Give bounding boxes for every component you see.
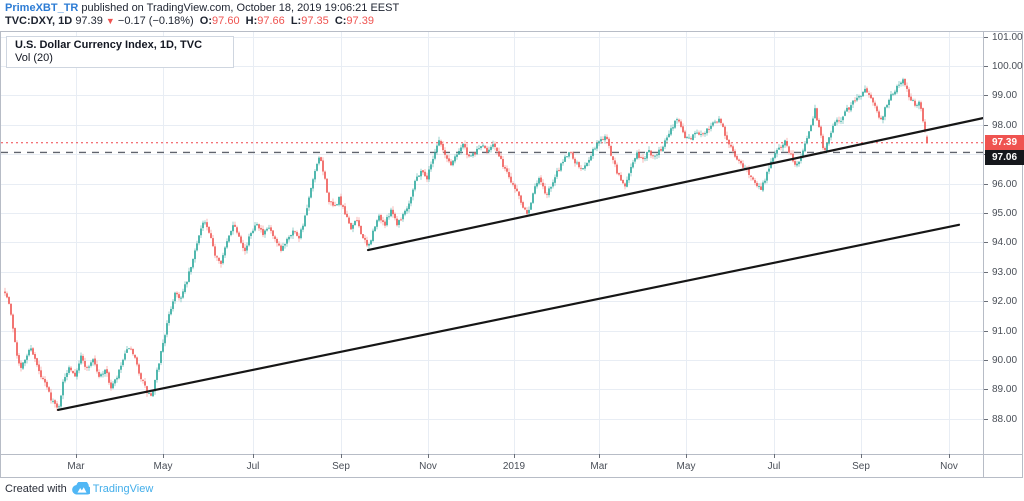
legend-box[interactable]: U.S. Dollar Currency Index, 1D, TVC Vol … (6, 36, 234, 68)
low-label: L: (290, 15, 302, 27)
chart-frame: U.S. Dollar Currency Index, 1D, TVC Vol … (0, 31, 1024, 478)
price-tick (984, 242, 988, 243)
time-tick (599, 454, 600, 458)
price-tick (984, 184, 988, 185)
time-tick-label: Jul (767, 461, 781, 472)
change-text: −0.17 (−0.18%) (117, 15, 194, 27)
price-tick (984, 66, 988, 67)
time-tick (76, 454, 77, 458)
time-tick-label: Nov (940, 461, 958, 472)
price-tick-label: 92.00 (992, 296, 1018, 308)
price-tick (984, 389, 988, 390)
time-tick-label: Mar (590, 461, 608, 472)
legend-title: U.S. Dollar Currency Index, 1D, TVC (15, 39, 203, 51)
low-value: 97.35 (301, 15, 329, 27)
price-tick-label: 100.00 (992, 61, 1023, 73)
tradingview-link[interactable]: TradingView (71, 482, 154, 495)
time-tick (774, 454, 775, 458)
time-tick (163, 454, 164, 458)
high-label: H: (245, 15, 258, 27)
price-tick (984, 213, 988, 214)
price-tick-label: 93.00 (992, 266, 1018, 278)
time-tick-label: Sep (332, 461, 350, 472)
price-tick (984, 419, 988, 420)
price-tick-label: 91.00 (992, 325, 1018, 337)
price-tick (984, 95, 988, 96)
time-tick (686, 454, 687, 458)
time-tick-label: May (676, 461, 696, 472)
time-tick-label: Mar (67, 461, 85, 472)
close-value: 97.39 (346, 15, 374, 27)
symbol-label: TVC:DXY, 1D (5, 15, 73, 27)
footer: Created with TradingView (5, 482, 153, 495)
price-tick-label: 96.00 (992, 178, 1018, 190)
time-tick (514, 454, 515, 458)
time-tick-label: Jul (246, 461, 260, 472)
price-tick-label: 101.00 (992, 31, 1023, 43)
close-label: C: (334, 15, 347, 27)
time-tick (428, 454, 429, 458)
price-tick (984, 301, 988, 302)
tradingview-brand-text: TradingView (92, 482, 154, 495)
symbol-status-line: TVC:DXY, 1D 97.39 ▼ −0.17 (−0.18%) O:97.… (5, 15, 374, 28)
username-link[interactable]: PrimeXBT_TR (5, 2, 79, 14)
open-label: O: (199, 15, 213, 27)
time-tick-label: May (153, 461, 173, 472)
price-tick-label: 94.00 (992, 237, 1018, 249)
high-value: 97.66 (257, 15, 285, 27)
legend-volume: Vol (20) (15, 52, 53, 64)
chart-header: PrimeXBT_TR published on TradingView.com… (5, 2, 399, 15)
price-pane-canvas[interactable] (1, 32, 983, 454)
price-tick-label: 89.00 (992, 384, 1018, 396)
time-tick-label: Nov (419, 461, 437, 472)
last-price-text: 97.39 (75, 15, 103, 27)
price-tick-label: 98.00 (992, 119, 1018, 131)
time-tick (861, 454, 862, 458)
price-axis[interactable]: 101.00100.0099.0098.0097.0096.0095.0094.… (984, 32, 1024, 454)
price-tick (984, 272, 988, 273)
price-tick (984, 125, 988, 126)
price-tick-label: 95.00 (992, 208, 1018, 220)
price-axis-separator (983, 32, 984, 477)
created-with-text: Created with (5, 482, 67, 495)
price-tick-label: 99.00 (992, 90, 1018, 102)
time-tick (253, 454, 254, 458)
price-tick (984, 360, 988, 361)
price-tick-label: 90.00 (992, 354, 1018, 366)
time-tick-label: Sep (852, 461, 870, 472)
time-axis-separator (1, 454, 1022, 455)
price-tick (984, 331, 988, 332)
time-tick-label: 2019 (502, 461, 526, 472)
time-tick (341, 454, 342, 458)
time-axis[interactable]: Mar May Jul Sep Nov 2019 Mar May Jul Sep Nov (1, 454, 983, 477)
prev-close-badge: 97.06 (985, 150, 1024, 166)
open-value: 97.60 (212, 15, 240, 27)
down-arrow-icon: ▼ (105, 16, 115, 26)
time-tick (949, 454, 950, 458)
published-text: published on TradingView.com, October 18… (78, 2, 400, 14)
price-tick (984, 37, 988, 38)
last-price-badge: 97.39 (985, 135, 1024, 151)
tradingview-logo-icon (71, 482, 90, 495)
price-tick-label: 88.00 (992, 413, 1018, 425)
